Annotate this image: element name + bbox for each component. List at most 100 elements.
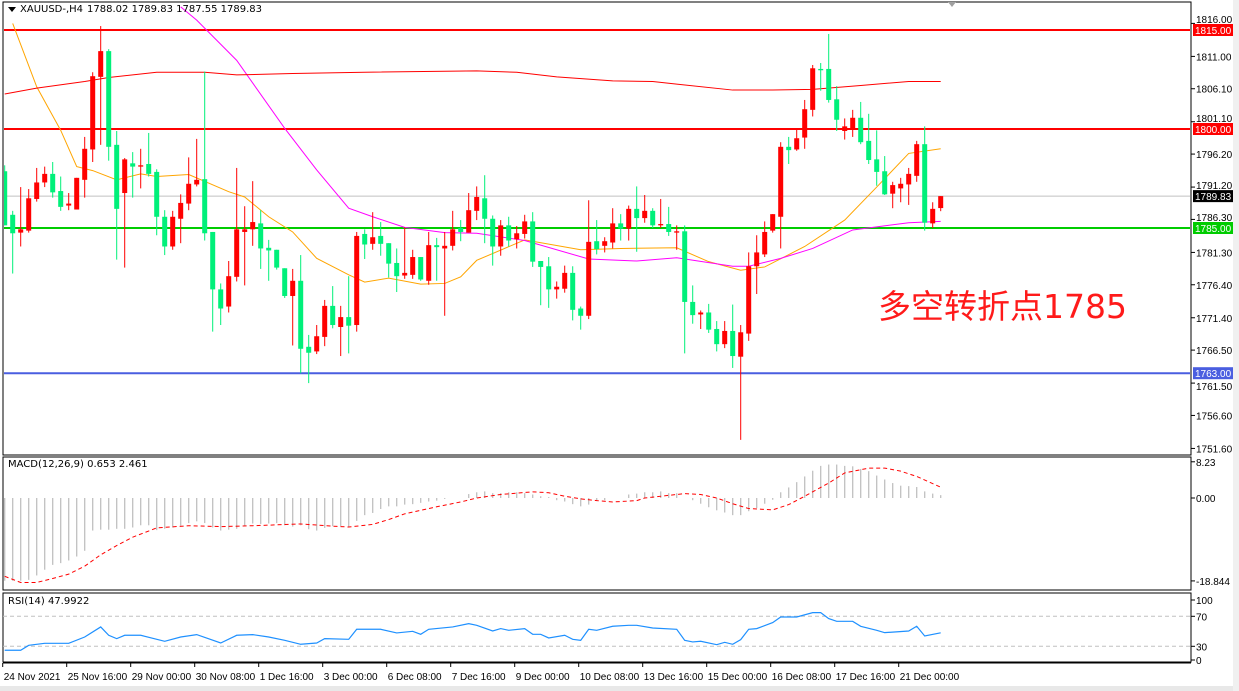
candle-body: [378, 235, 384, 244]
candle-body: [570, 272, 576, 310]
candle-body: [410, 257, 416, 275]
candle-body: [122, 159, 128, 194]
candle-body: [282, 268, 288, 296]
candle-body: [634, 208, 640, 219]
candle-body: [738, 332, 744, 357]
candle-body: [10, 214, 16, 234]
bottom-strip: [0, 686, 1239, 691]
macd-signal-line: [4, 467, 941, 583]
candle-body: [554, 286, 560, 290]
candle-body: [114, 144, 120, 209]
candle-body: [930, 208, 936, 224]
candle-body: [106, 51, 112, 147]
candle-body: [138, 165, 144, 167]
candle-body: [90, 76, 96, 150]
candle-body: [58, 191, 64, 207]
candle-body: [218, 289, 224, 309]
candle-body: [530, 221, 536, 262]
candle-body: [178, 202, 184, 219]
candle-body: [850, 117, 856, 129]
candle-body: [826, 68, 832, 100]
candle-body: [490, 218, 496, 247]
candle-body: [210, 231, 216, 290]
candle-body: [330, 305, 336, 326]
rsi-line: [4, 612, 941, 651]
candle-body: [578, 308, 584, 316]
candle-body: [714, 328, 720, 345]
chart-shift-marker-icon: [948, 2, 956, 7]
candle-body: [842, 126, 848, 131]
candle-body: [890, 185, 896, 194]
candle-body: [858, 117, 864, 143]
candle-body: [674, 231, 680, 233]
candle-body: [394, 262, 400, 277]
candle-body: [682, 231, 688, 302]
level-price-tag: [1193, 367, 1233, 380]
dropdown-triangle-icon[interactable]: [8, 7, 16, 12]
candle-body: [546, 266, 552, 290]
candle-body: [186, 183, 192, 204]
candle-body: [786, 146, 792, 151]
level-price-tag-label: 1800.00: [1195, 125, 1232, 136]
candle-body: [154, 171, 160, 217]
candle-body: [810, 68, 816, 110]
candle-body: [450, 229, 456, 246]
candle-body: [338, 317, 344, 327]
candle-body: [42, 173, 48, 183]
time-tick-label: 29 Nov 00:00: [132, 672, 192, 683]
candle-body: [298, 280, 304, 349]
rsi-title: RSI(14) 47.9922: [8, 596, 90, 607]
candle-body: [690, 301, 696, 316]
time-tick-label: 10 Dec 08:00: [580, 672, 640, 683]
candle-body: [170, 216, 176, 247]
candle-body: [162, 216, 168, 247]
candle-body: [658, 224, 664, 226]
candle-body: [50, 173, 56, 193]
main-plot: [4, 6, 1190, 440]
macd-tick-label: -18.844: [1196, 577, 1230, 588]
candle-body: [794, 138, 800, 150]
candle-body: [882, 171, 888, 195]
level-price-tag-label: 1763.00: [1195, 369, 1232, 380]
candle-body: [346, 317, 352, 326]
candle-body: [442, 245, 448, 249]
bid-price-tag: [1193, 190, 1233, 203]
time-tick-label: 13 Dec 16:00: [644, 672, 704, 683]
candle-body: [514, 233, 520, 240]
candle-body: [626, 208, 632, 229]
candle-body: [194, 179, 200, 185]
candle-body: [234, 229, 240, 277]
candle-body: [4, 171, 8, 226]
macd-panel-border: [2, 456, 1192, 591]
candle-body: [834, 99, 840, 120]
level-price-tag: [1193, 222, 1233, 234]
candle-body: [914, 144, 920, 176]
candle-body: [266, 247, 272, 251]
candle-body: [538, 261, 544, 267]
candle-body: [762, 231, 768, 255]
candle-body: [146, 163, 152, 174]
candle-body: [746, 266, 752, 334]
time-tick-label: 15 Dec 00:00: [708, 672, 768, 683]
candle-body: [874, 159, 880, 172]
candle-body: [722, 330, 728, 345]
candle-body: [602, 241, 608, 246]
candle-body: [482, 198, 488, 219]
candle-body: [34, 182, 40, 199]
candle-body: [818, 68, 824, 71]
candle-body: [18, 229, 24, 233]
candle-body: [242, 229, 248, 232]
moving-average-line: [12, 23, 941, 285]
candle-body: [506, 225, 512, 241]
candle-body: [402, 272, 408, 276]
candle-body: [922, 144, 928, 223]
main-panel-border: [2, 1, 1192, 456]
price-tick-label: 1761.50: [1196, 382, 1233, 393]
candle-body: [370, 237, 376, 244]
price-tick-label: 1791.20: [1196, 181, 1233, 192]
candle-body: [618, 223, 624, 229]
candle-body: [642, 210, 648, 219]
price-tick-label: 1801.10: [1196, 114, 1233, 125]
